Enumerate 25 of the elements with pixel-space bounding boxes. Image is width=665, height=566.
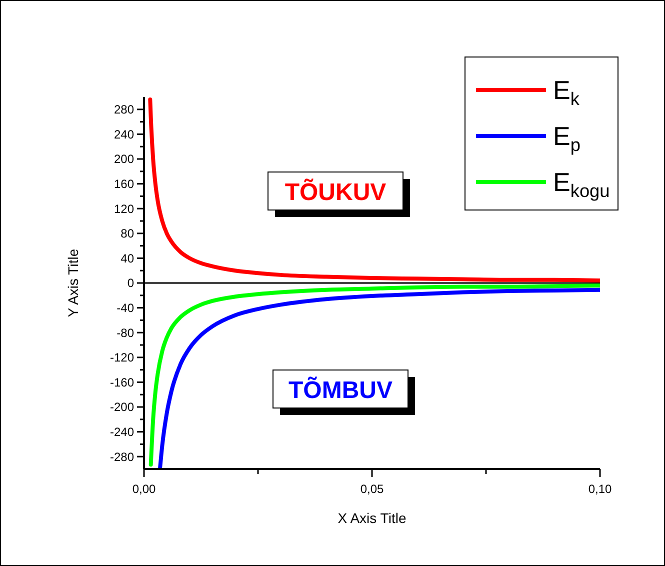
legend-label: E$_{kogu}$ xyxy=(553,167,610,202)
y-axis-title: Y Axis Title xyxy=(65,248,81,318)
x-tick-label: 0,05 xyxy=(360,482,384,496)
y-tick-label: 280 xyxy=(114,102,134,117)
y-tick-label: 80 xyxy=(120,226,134,241)
y-tick-label: -80 xyxy=(116,326,134,340)
x-axis-title: X Axis Title xyxy=(338,510,406,526)
y-tick-label: -40 xyxy=(116,301,134,315)
y-tick-label: -280 xyxy=(110,450,134,464)
legend-label: E$_{p}$ xyxy=(553,121,580,156)
y-tick-label: 200 xyxy=(114,152,134,166)
y-tick-label: 40 xyxy=(120,251,134,266)
y-tick-label: 120 xyxy=(114,202,134,216)
y-tick-label: -240 xyxy=(110,425,134,439)
y-tick-label: 0 xyxy=(127,276,134,290)
y-tick-label: 160 xyxy=(114,177,134,191)
y-tick-label: -200 xyxy=(110,400,134,414)
x-tick-label: 0,10 xyxy=(588,482,612,496)
legend-label: E$_{k}$ xyxy=(553,75,580,110)
x-tick-label: 0,00 xyxy=(132,482,156,496)
annotation: TÕMBUV xyxy=(288,376,392,404)
y-tick-label: 240 xyxy=(114,127,134,142)
y-tick-label: -120 xyxy=(110,350,134,365)
y-tick-label: -160 xyxy=(110,375,134,390)
annotation: TÕUKUV xyxy=(284,178,386,206)
